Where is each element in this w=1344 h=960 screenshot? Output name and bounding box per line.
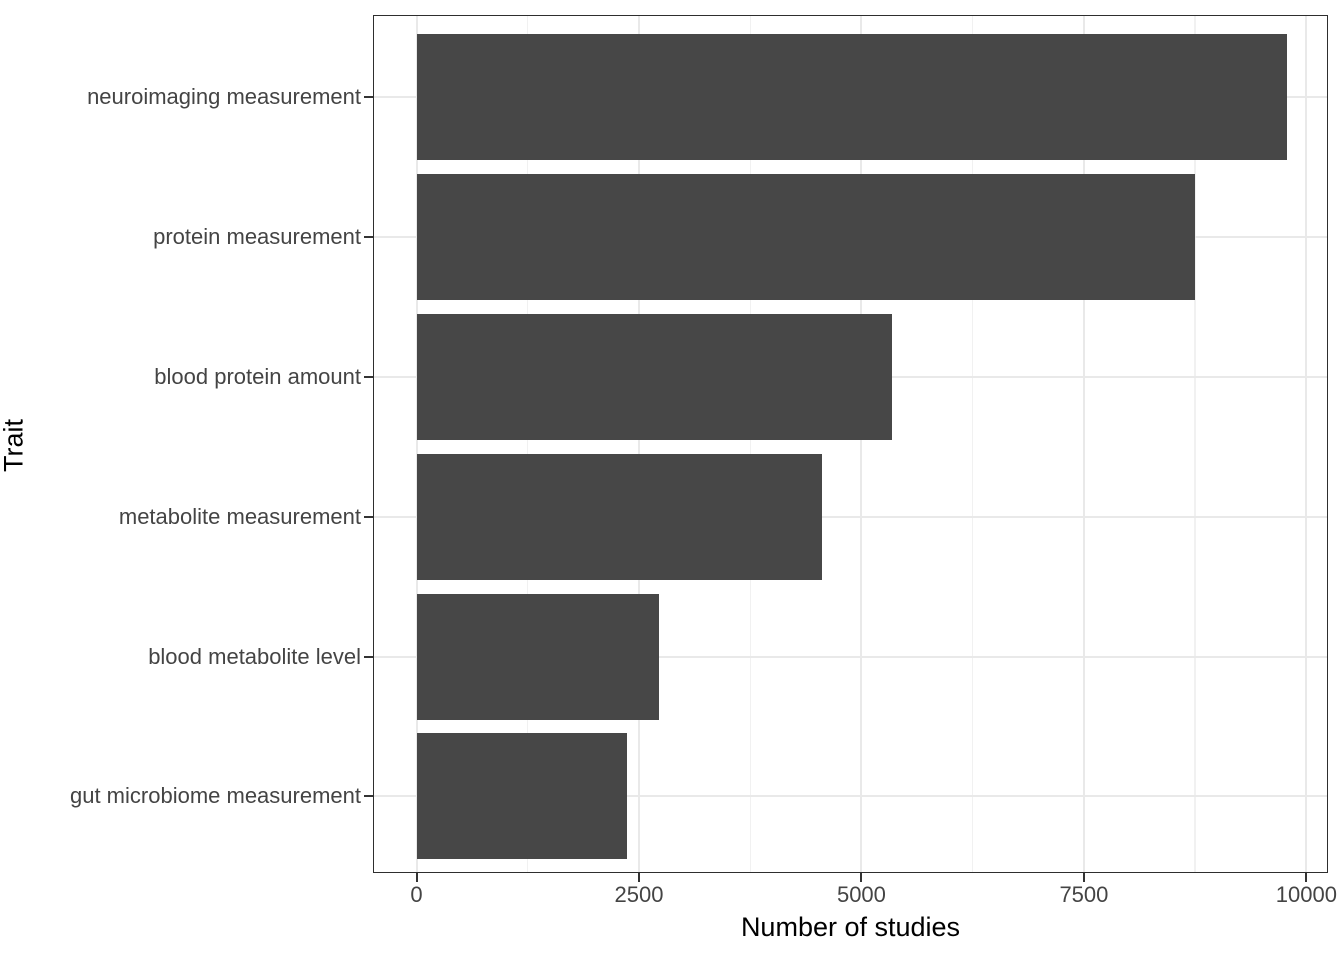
- gridline-major: [637, 15, 640, 873]
- bar: [416, 33, 1287, 160]
- gridline-minor: [749, 15, 751, 873]
- gridline-minor: [971, 15, 974, 873]
- y-tick-mark: [364, 795, 373, 798]
- y-axis-title: Trait: [0, 419, 29, 472]
- gridline-major: [1082, 15, 1085, 873]
- bar: [416, 313, 892, 440]
- y-tick-label: blood protein amount: [154, 363, 361, 389]
- plot-panel: [373, 15, 1328, 873]
- x-tick-mark: [637, 873, 640, 882]
- x-tick-label: 10000: [1275, 882, 1337, 907]
- x-tick-label: 7500: [1059, 882, 1109, 907]
- gridline-major: [415, 15, 418, 873]
- gridline-minor: [527, 15, 529, 873]
- y-tick-mark: [364, 235, 373, 238]
- y-tick-mark: [364, 515, 373, 518]
- y-tick-label: protein measurement: [153, 223, 361, 249]
- gridline-major: [860, 15, 863, 873]
- gridline-major: [1305, 15, 1308, 873]
- x-tick-label: 2500: [614, 882, 664, 907]
- x-tick-label: 5000: [836, 882, 886, 907]
- y-tick-label: neuroimaging measurement: [87, 83, 361, 109]
- y-tick-mark: [364, 655, 373, 658]
- y-tick-label: blood metabolite level: [148, 643, 361, 669]
- x-tick-mark: [1082, 873, 1085, 882]
- y-tick-mark: [364, 95, 373, 98]
- gridline-major: [373, 795, 1328, 798]
- bar: [416, 453, 823, 580]
- gridline-major: [373, 515, 1328, 518]
- bar: [416, 173, 1196, 300]
- x-tick-mark: [1305, 873, 1308, 882]
- gridline-minor: [1194, 15, 1196, 873]
- x-tick-mark: [415, 873, 418, 882]
- y-tick-mark: [364, 375, 373, 378]
- bar: [416, 593, 660, 720]
- x-tick-mark: [860, 873, 863, 882]
- x-tick-label: 0: [410, 882, 423, 907]
- x-axis-title: Number of studies: [740, 912, 961, 942]
- y-tick-label: metabolite measurement: [118, 503, 361, 529]
- gridline-major: [373, 655, 1328, 658]
- y-tick-label: gut microbiome measurement: [69, 783, 361, 809]
- bar: [416, 733, 627, 860]
